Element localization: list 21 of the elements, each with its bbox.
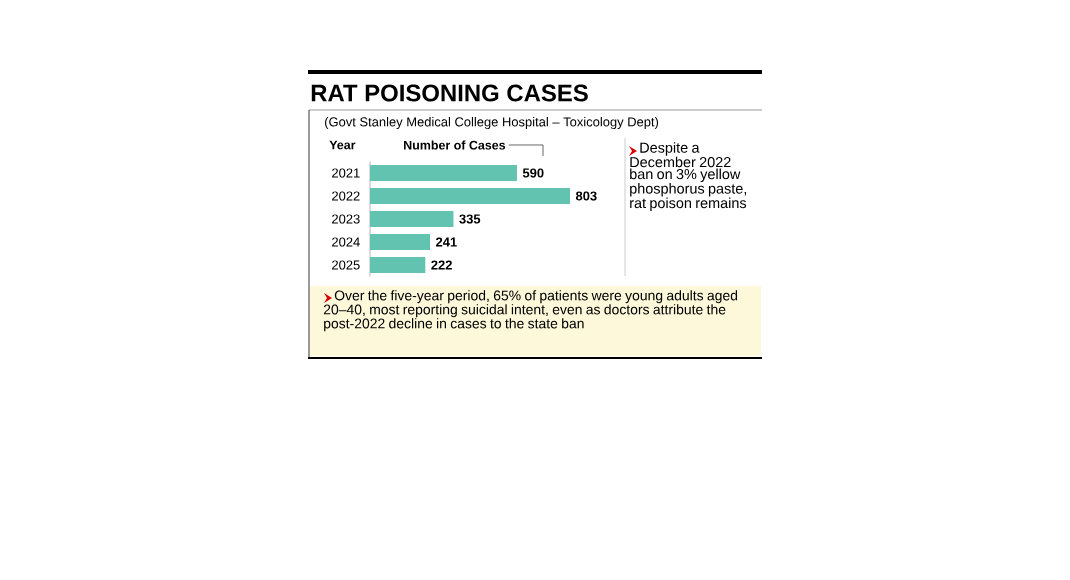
y-axis-title: Year — [329, 140, 356, 150]
data-label: 335 — [459, 214, 481, 224]
y-tick-label: 2025 — [332, 260, 360, 270]
bar — [370, 256, 426, 273]
data-label: 803 — [575, 191, 597, 201]
y-tick-label: 2022 — [332, 191, 360, 201]
bar — [370, 164, 517, 181]
y-tick-label: 2021 — [332, 168, 360, 178]
y-tick-label: 2023 — [332, 214, 360, 224]
x-axis-title: Number of Cases — [404, 140, 506, 150]
chart-title: RAT POISONING CASES — [311, 84, 588, 102]
data-label: 222 — [431, 260, 452, 270]
text: Despite a December 2022 ban on 3% yellow phosphorus paste, rat poison remains — [630, 142, 747, 211]
bar — [370, 187, 571, 204]
data-label: 590 — [522, 168, 544, 178]
chart-subtitle: (Govt Stanley Medical College Hospital – Toxicology Dept) — [325, 116, 659, 130]
bar — [370, 233, 431, 250]
text: Over the five-year period, 65% of patients were young adults aged 20–40, most reporting suicidal intent, even as doctors attribute the post-2022 decline in cases to the state ban — [323, 290, 738, 332]
data-label: 241 — [436, 237, 457, 247]
bar — [370, 210, 454, 227]
y-tick-label: 2024 — [332, 237, 360, 247]
